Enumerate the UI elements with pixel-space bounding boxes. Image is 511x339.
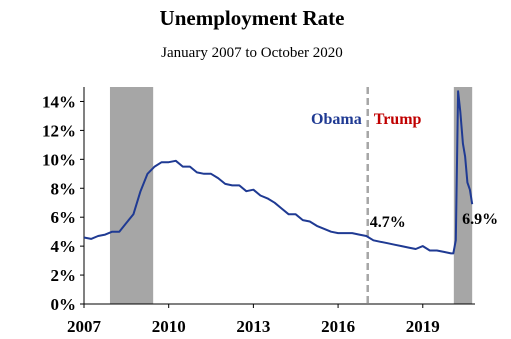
y-tick-label: 0%: [51, 295, 77, 314]
end-value-label: 6.9%: [462, 211, 498, 228]
x-tick-label: 2019: [406, 317, 440, 336]
x-tick-label: 2016: [321, 317, 355, 336]
x-tick-label: 2010: [152, 317, 186, 336]
axes: 0% 2% 4% 6% 8% 10% 12% 14% 2007 2010 2013 2016 2019: [42, 87, 475, 336]
x-tick-label: 2007: [67, 317, 102, 336]
series-layer: [83, 90, 474, 255]
series-line-1: [83, 90, 474, 255]
recession-band-2: [453, 87, 473, 304]
x-tick-label: 2013: [236, 317, 270, 336]
y-tick-label: 14%: [42, 92, 76, 111]
start-value-label: 4.7%: [370, 214, 406, 231]
obama-label: Obama: [311, 111, 362, 128]
y-tick-label: 4%: [51, 237, 77, 256]
y-tick-label: 8%: [51, 179, 77, 198]
y-tick-label: 12%: [42, 121, 76, 140]
recession-bands: [109, 87, 473, 304]
y-tick-label: 6%: [51, 208, 77, 227]
chart-subtitle: January 2007 to October 2020: [161, 45, 343, 61]
trump-label: Trump: [374, 111, 422, 128]
y-tick-label: 2%: [51, 266, 77, 285]
y-tick-label: 10%: [42, 150, 76, 169]
recession-band-1: [109, 87, 154, 304]
chart-title: Unemployment Rate: [160, 6, 345, 30]
